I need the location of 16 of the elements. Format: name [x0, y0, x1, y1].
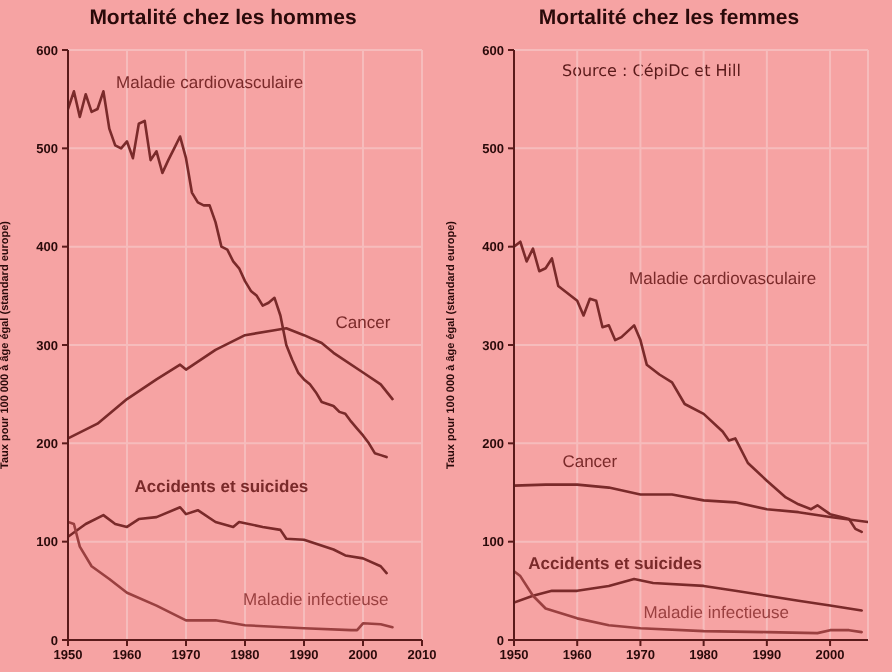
series-label: Accidents et suicides	[134, 475, 309, 496]
line-series	[68, 505, 388, 575]
series-label: Maladie cardiovasculaire	[116, 71, 304, 92]
series-label: Cancer	[562, 451, 618, 472]
chart-title: Mortalité chez les femmes	[536, 6, 802, 30]
line-series	[68, 90, 388, 459]
series-label: Maladie infectieuse	[243, 588, 390, 609]
line-series	[514, 569, 863, 635]
text: Maladie cardiovasculaire	[629, 268, 817, 289]
series-label: Cancer	[335, 312, 391, 333]
line-series	[68, 520, 394, 632]
series-label: Maladie infectieuse	[643, 601, 790, 622]
line-series	[514, 240, 863, 534]
annotation: Source : CépiDc et Hill	[562, 62, 741, 80]
series-label: Accidents et suicides	[528, 553, 703, 574]
chart-title: Mortalité chez les hommes	[87, 6, 359, 30]
